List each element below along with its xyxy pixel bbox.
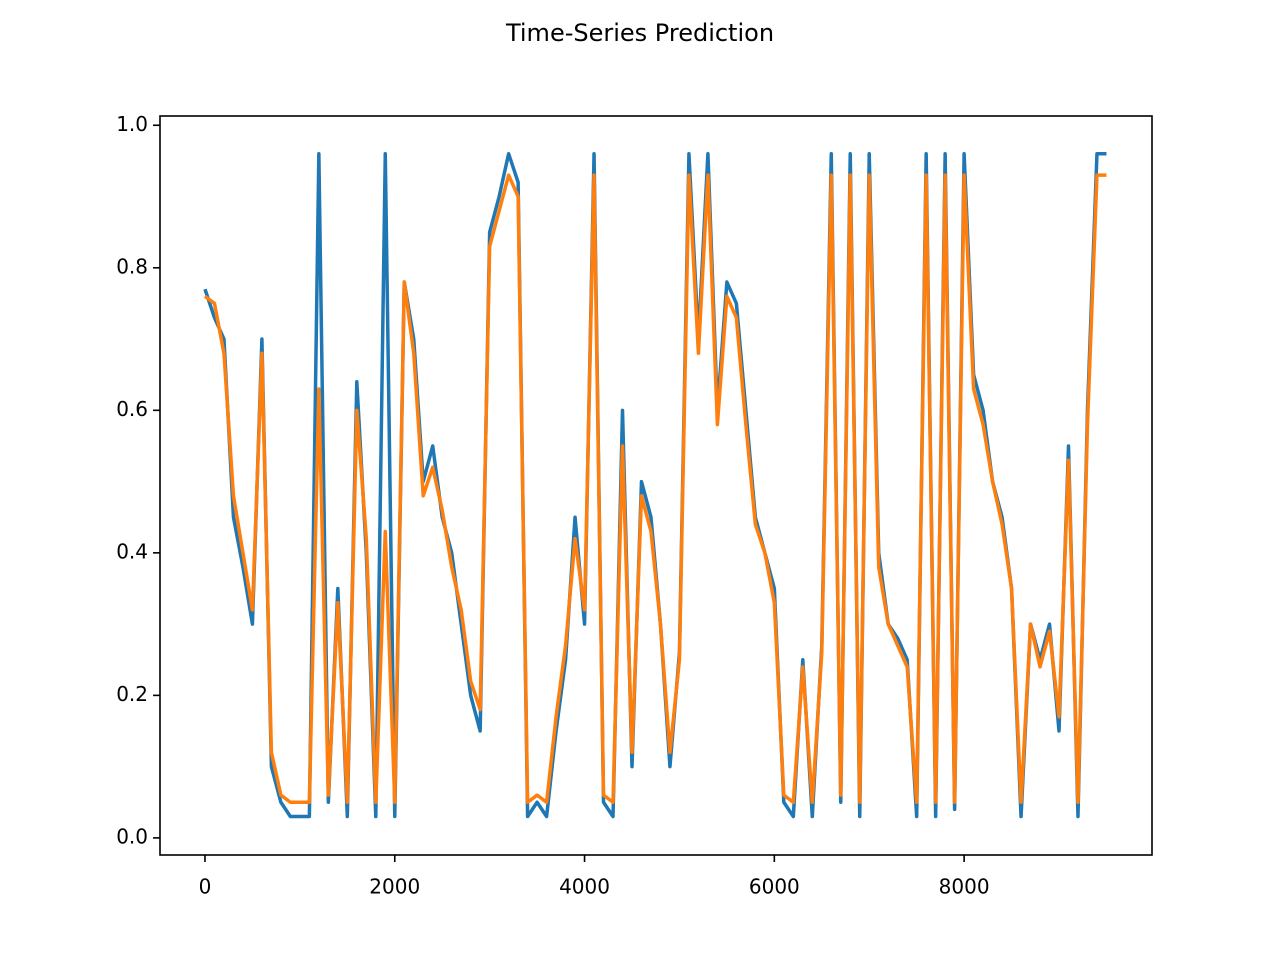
x-tick-label: 8000 <box>939 875 990 899</box>
series-line <box>203 173 1107 805</box>
x-tick-label: 0 <box>199 875 212 899</box>
x-tick-label: 4000 <box>559 875 610 899</box>
y-tick-label: 0.4 <box>116 539 148 563</box>
y-tick-label: 0.8 <box>116 254 148 278</box>
plot-frame <box>159 115 1153 856</box>
y-tick-label: 1.0 <box>116 112 148 136</box>
y-tick-label: 0.6 <box>116 397 148 421</box>
x-tick-label: 6000 <box>749 875 800 899</box>
y-tick-label: 0.0 <box>116 824 148 848</box>
y-tick-label: 0.2 <box>116 682 148 706</box>
x-tick-label: 2000 <box>369 875 420 899</box>
chart-title: Time-Series Prediction <box>505 19 774 47</box>
